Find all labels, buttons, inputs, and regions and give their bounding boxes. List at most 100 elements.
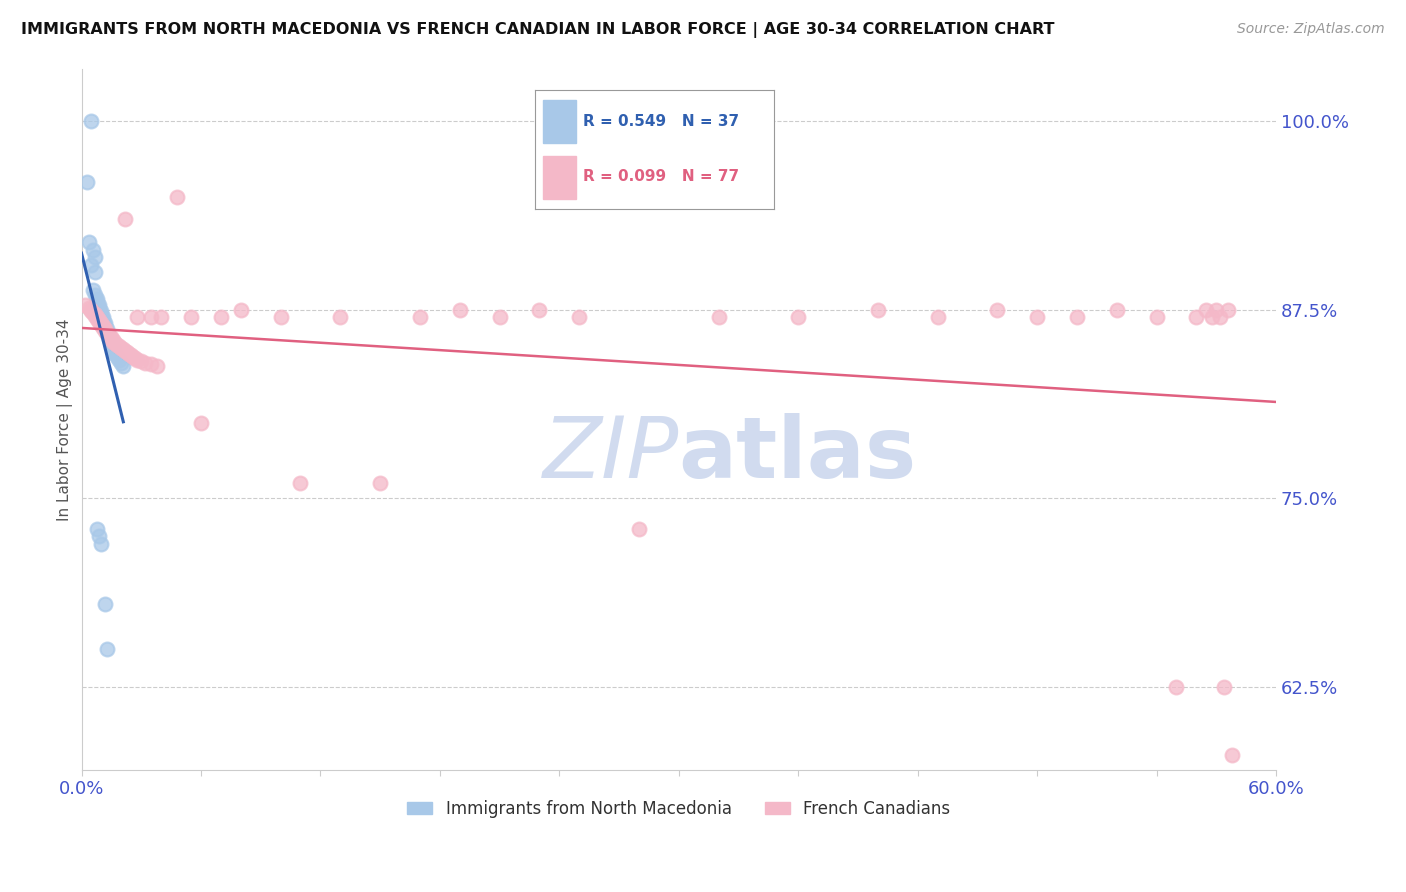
Point	[82, 243, 104, 257]
Y-axis label: In Labor Force | Age 30-34: In Labor Force | Age 30-34	[58, 318, 73, 521]
Point	[124, 351, 146, 366]
Point	[1105, 302, 1128, 317]
Point	[96, 322, 118, 336]
Point	[1185, 310, 1208, 325]
Point	[84, 287, 107, 301]
Point	[112, 342, 135, 356]
Point	[1209, 310, 1232, 325]
Point	[80, 114, 103, 128]
Point	[1066, 310, 1088, 325]
Point	[209, 310, 232, 325]
Point	[93, 319, 115, 334]
Point	[89, 301, 111, 316]
Point	[866, 302, 889, 317]
Point	[229, 302, 252, 317]
Point	[90, 318, 112, 332]
Text: IMMIGRANTS FROM NORTH MACEDONIA VS FRENCH CANADIAN IN LABOR FORCE | AGE 30-34 CO: IMMIGRANTS FROM NORTH MACEDONIA VS FRENC…	[21, 22, 1054, 38]
Point	[568, 310, 591, 325]
Point	[100, 334, 122, 349]
Text: Source: ZipAtlas.com: Source: ZipAtlas.com	[1237, 22, 1385, 37]
Point	[166, 190, 188, 204]
Point	[82, 306, 104, 320]
Point	[1213, 680, 1236, 694]
Legend: Immigrants from North Macedonia, French Canadians: Immigrants from North Macedonia, French …	[401, 794, 957, 825]
Point	[110, 356, 132, 370]
Point	[114, 343, 136, 358]
Point	[100, 332, 122, 346]
Point	[449, 302, 471, 317]
Point	[94, 317, 117, 331]
Point	[141, 357, 163, 371]
Point	[80, 302, 103, 317]
Point	[93, 313, 115, 327]
Point	[98, 332, 121, 346]
Point	[270, 310, 292, 325]
Point	[86, 310, 108, 325]
Point	[100, 337, 122, 351]
Point	[127, 310, 149, 325]
Text: atlas: atlas	[679, 413, 917, 496]
Point	[529, 302, 551, 317]
Point	[94, 597, 117, 611]
Point	[98, 328, 121, 343]
Point	[122, 350, 145, 364]
Point	[96, 326, 118, 340]
Point	[1026, 310, 1049, 325]
Point	[134, 356, 156, 370]
Point	[112, 359, 135, 373]
Point	[118, 346, 141, 360]
Point	[100, 330, 122, 344]
Point	[86, 522, 108, 536]
Point	[110, 341, 132, 355]
Point	[103, 333, 125, 347]
Point	[89, 298, 111, 312]
Point	[90, 537, 112, 551]
Point	[93, 321, 115, 335]
Point	[180, 310, 202, 325]
Point	[329, 310, 352, 325]
Point	[1201, 310, 1223, 325]
Point	[114, 212, 136, 227]
Point	[117, 345, 139, 359]
Point	[986, 302, 1008, 317]
Point	[1195, 302, 1218, 317]
Point	[290, 476, 312, 491]
Point	[1146, 310, 1168, 325]
Point	[79, 235, 101, 249]
Point	[89, 315, 111, 329]
Point	[190, 416, 212, 430]
Point	[488, 310, 510, 325]
Point	[707, 310, 730, 325]
Point	[103, 343, 125, 358]
Point	[1220, 747, 1243, 762]
Point	[127, 352, 149, 367]
Point	[82, 283, 104, 297]
Point	[1166, 680, 1188, 694]
Point	[141, 310, 163, 325]
Point	[103, 334, 125, 349]
Point	[103, 341, 125, 355]
Text: ZIP: ZIP	[543, 413, 679, 496]
Point	[94, 324, 117, 338]
Point	[96, 326, 118, 341]
Point	[787, 310, 810, 325]
Point	[89, 313, 111, 327]
Point	[93, 310, 115, 325]
Point	[79, 301, 101, 316]
Point	[96, 326, 118, 340]
Point	[105, 350, 128, 364]
Point	[120, 348, 142, 362]
Point	[96, 642, 118, 657]
Point	[89, 529, 111, 543]
Point	[80, 258, 103, 272]
Point	[104, 336, 127, 351]
Point	[80, 304, 103, 318]
Point	[108, 339, 131, 353]
Point	[1205, 302, 1227, 317]
Point	[86, 295, 108, 310]
Point	[75, 298, 97, 312]
Point	[86, 312, 108, 326]
Point	[108, 352, 131, 367]
Point	[90, 307, 112, 321]
Point	[94, 322, 117, 336]
